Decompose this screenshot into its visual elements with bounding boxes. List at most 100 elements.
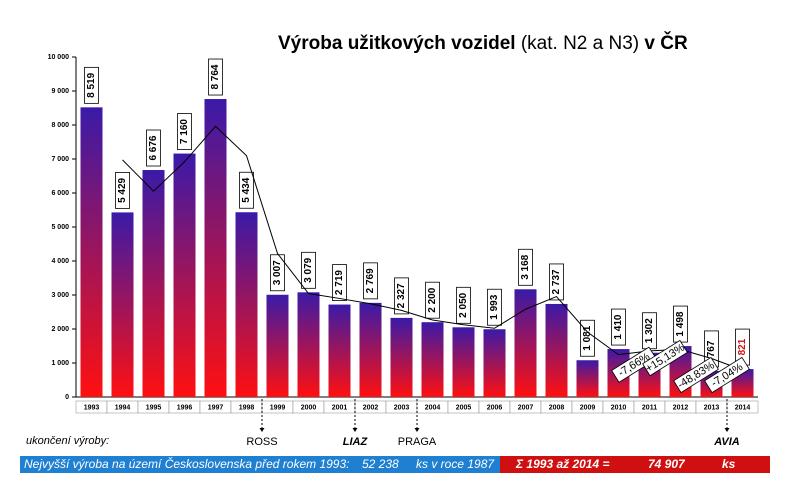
value-label-box [115,172,130,209]
value-label: 8 519 [86,72,97,97]
x-tick-label: 2000 [301,404,317,411]
value-label-box [580,319,595,357]
x-tick-label: 2008 [549,404,565,411]
y-tick-label: 7 000 [51,156,69,163]
value-label-box [84,66,99,104]
bar [173,153,196,397]
end-marker-tip [724,428,730,432]
x-tick-label: 2002 [363,404,379,411]
title-part: v ČR [644,32,688,54]
y-tick-label: 4 000 [51,258,69,265]
value-label-box [549,263,564,301]
end-marker-label: PRAGA [398,436,437,448]
value-label: 1 498 [675,311,686,336]
x-tick-label: 1994 [115,404,131,411]
x-tick-label: 2010 [611,404,627,411]
value-label-box [177,113,192,150]
value-label: 1 302 [644,318,655,343]
title-part: Výroba užitkových vozidel [278,33,516,54]
footer-left: Nejvyšší výroba na území Československa … [20,456,500,473]
x-tick-label: 2011 [642,404,657,411]
bar [266,294,289,397]
value-label-box [146,129,161,167]
value-label: 3 007 [272,260,283,285]
bar [452,327,475,397]
bar [328,304,351,397]
x-tick-label: 2006 [487,404,503,411]
x-tick-label: 1997 [208,404,224,411]
value-label-box [332,264,347,301]
change-box [642,339,688,377]
x-tick-label: 2012 [673,404,689,411]
end-marker-label: ROSS [246,436,277,448]
value-label-box [611,308,626,346]
bar [204,99,227,398]
title-part: (kat. N2 a N3) [521,33,639,54]
x-tick-label: 1996 [177,404,193,411]
value-label-box [363,262,378,300]
x-tick-label: 2003 [394,404,410,411]
value-label: 2 719 [334,270,345,295]
end-marker-tip [352,428,358,432]
footer-value: 74 907 [648,457,685,471]
value-label: 2 327 [396,283,407,308]
x-tick-label: 2009 [580,404,596,411]
change-box [673,356,719,394]
x-tick-label: 2004 [425,404,441,411]
value-label-box [456,286,471,324]
value-label: 5 434 [241,177,252,202]
trend-line [122,125,743,371]
bar [80,107,103,397]
x-tick-label: 1993 [84,404,100,411]
y-tick-label: 9 000 [51,88,69,95]
bar [545,303,568,397]
bar [359,302,382,397]
end-marker-label: AVIA [713,436,740,448]
y-tick-label: 3 000 [51,292,69,299]
bar [514,289,537,397]
value-label-box [239,171,254,209]
value-label: 1 081 [582,325,593,350]
x-tick-label: 1999 [270,404,286,411]
end-caption: ukončení výroby: [26,435,109,447]
x-tick-label: 2007 [518,404,534,411]
bar [390,317,413,397]
footer-value: 52 238 [362,457,399,471]
value-label-box [301,251,316,289]
bar [576,360,599,397]
change-box [704,356,750,394]
value-label: 2 200 [427,287,438,312]
bar [483,329,506,397]
footer-text: Nejvyšší výroba na území Československa … [24,457,350,471]
value-label: 2 050 [458,292,469,317]
value-label: 6 676 [148,135,159,160]
value-label-box [518,248,533,286]
y-tick-label: 0 [65,394,69,401]
value-label: 2 737 [551,269,562,294]
y-tick-label: 10 000 [48,54,70,61]
bar [142,170,165,397]
y-tick-label: 2 000 [51,326,69,333]
value-label-box [487,288,502,326]
x-tick-label: 2001 [332,404,348,411]
x-tick-label: 1998 [239,404,255,411]
end-marker-label: LIAZ [343,436,369,448]
value-label-box [270,254,285,292]
bar [235,212,258,397]
x-tick-label: 2014 [735,404,751,411]
y-tick-label: 1 000 [51,360,69,367]
value-label: 8 764 [210,64,221,89]
bar [421,322,444,397]
value-label-box [394,277,409,315]
footer-unit: ks [722,457,736,471]
value-label: 2 769 [365,268,376,293]
value-label: 821 [737,338,748,355]
x-tick-label: 1995 [146,404,162,411]
value-label: 7 160 [179,119,190,144]
chart-title: Výroba užitkových vozidel (kat. N2 a N3)… [278,32,688,54]
value-label: 3 168 [520,254,531,279]
value-label: 3 079 [303,257,314,282]
footer-unit: ks v roce 1987 [416,457,495,471]
